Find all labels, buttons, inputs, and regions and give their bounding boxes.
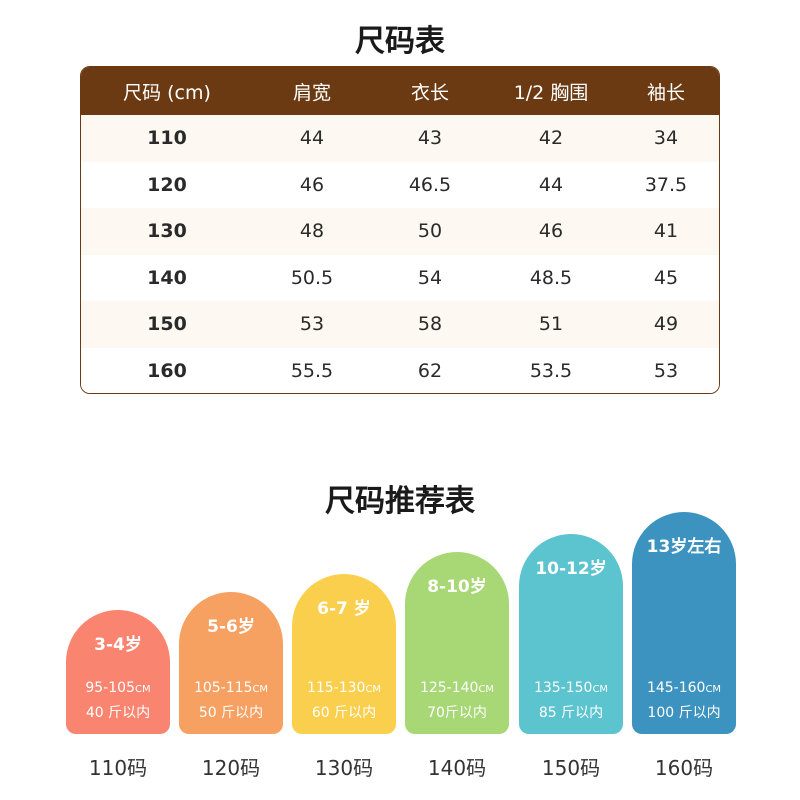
- size-label: 140码: [427, 756, 487, 780]
- card-weight: 85 斤以内: [538, 705, 604, 721]
- cell-size: 120: [147, 173, 187, 196]
- cell-length: 50: [417, 220, 443, 243]
- cell-size: 140: [147, 266, 187, 289]
- cell-size: 150: [147, 313, 187, 336]
- cell-sleeve: 41: [653, 220, 679, 243]
- card-height: 95-105CM: [85, 680, 151, 696]
- cell-size: 130: [147, 220, 187, 243]
- card-weight: 70斤以内: [427, 705, 487, 721]
- card-height: 105-115CM: [193, 680, 269, 696]
- cell-sleeve: 53: [653, 359, 679, 382]
- card-age: 8-10岁: [427, 577, 487, 597]
- card-weight: 100 斤以内: [647, 705, 721, 721]
- card-height: 125-140CM: [419, 680, 495, 696]
- cell-half-chest: 42: [538, 127, 564, 150]
- cell-half-chest: 51: [538, 313, 564, 336]
- cell-shoulder: 55.5: [290, 359, 334, 382]
- card-age: 3-4岁: [94, 635, 142, 655]
- cell-half-chest: 46: [538, 220, 564, 243]
- cell-sleeve: 49: [653, 313, 679, 336]
- table-row: 120 46 46.5 44 37.5: [81, 161, 719, 208]
- recommendation-card: 8-10岁 125-140CM 70斤以内: [405, 552, 509, 734]
- cell-length: 43: [417, 127, 443, 150]
- table-row: 110 44 43 42 34: [81, 115, 719, 162]
- recommendation-card: 3-4岁 95-105CM 40 斤以内: [66, 610, 170, 734]
- header-sleeve: 袖长: [646, 81, 685, 104]
- cell-shoulder: 46: [299, 173, 325, 196]
- card-height: 115-130CM: [306, 680, 382, 696]
- cell-length: 46.5: [408, 173, 452, 196]
- size-table: 尺码 (cm) 肩宽 衣长 1/2 胸围 袖长 110 44 43 42 34 …: [80, 66, 720, 394]
- cell-sleeve: 45: [653, 266, 679, 289]
- cell-size: 160: [147, 359, 187, 382]
- card-weight: 40 斤以内: [85, 705, 151, 721]
- cell-shoulder: 53: [299, 313, 325, 336]
- size-label: 110码: [88, 756, 148, 780]
- recommendation-title: 尺码推荐表: [325, 484, 475, 519]
- card-age: 5-6岁: [207, 617, 255, 637]
- cell-shoulder: 50.5: [290, 266, 334, 289]
- card-age: 10-12岁: [535, 559, 607, 579]
- size-label: 120码: [201, 756, 261, 780]
- recommendation-card: 10-12岁 135-150CM 85 斤以内: [519, 534, 623, 734]
- table-row: 160 55.5 62 53.5 53: [81, 347, 719, 393]
- card-height: 135-150CM: [533, 680, 609, 696]
- header-length: 衣长: [410, 81, 449, 104]
- header-shoulder: 肩宽: [292, 81, 331, 104]
- table-row: 150 53 58 51 49: [81, 301, 719, 348]
- cell-shoulder: 44: [299, 127, 325, 150]
- cell-length: 62: [417, 359, 443, 382]
- cell-size: 110: [147, 127, 187, 150]
- size-table-title: 尺码表: [355, 24, 445, 59]
- cell-sleeve: 34: [653, 127, 679, 150]
- cell-half-chest: 53.5: [529, 359, 573, 382]
- header-half-chest: 1/2 胸围: [513, 81, 589, 104]
- recommendation-card: 6-7 岁 115-130CM 60 斤以内: [292, 574, 396, 734]
- recommendation-card: 5-6岁 105-115CM 50 斤以内: [179, 592, 283, 734]
- cell-half-chest: 48.5: [529, 266, 573, 289]
- size-label: 160码: [654, 756, 714, 780]
- cell-length: 58: [417, 313, 443, 336]
- card-weight: 50 斤以内: [198, 705, 264, 721]
- size-label: 150码: [541, 756, 601, 780]
- size-table-body: 110 44 43 42 34 120 46 46.5 44 37.5 130 …: [81, 115, 719, 393]
- size-label: 130码: [314, 756, 374, 780]
- cell-shoulder: 48: [299, 220, 325, 243]
- recommendation-card: 13岁左右 145-160CM 100 斤以内: [632, 512, 736, 734]
- cell-half-chest: 44: [538, 173, 564, 196]
- card-weight: 60 斤以内: [311, 705, 377, 721]
- card-age: 6-7 岁: [317, 599, 371, 619]
- card-height: 145-160CM: [646, 680, 722, 696]
- cell-sleeve: 37.5: [644, 173, 688, 196]
- table-row: 140 50.5 54 48.5 45: [81, 254, 719, 301]
- card-age: 13岁左右: [646, 537, 722, 557]
- cell-length: 54: [417, 266, 443, 289]
- table-row: 130 48 50 46 41: [81, 208, 719, 255]
- header-size: 尺码 (cm): [123, 81, 211, 104]
- size-table-header: 尺码 (cm) 肩宽 衣长 1/2 胸围 袖长: [81, 67, 719, 115]
